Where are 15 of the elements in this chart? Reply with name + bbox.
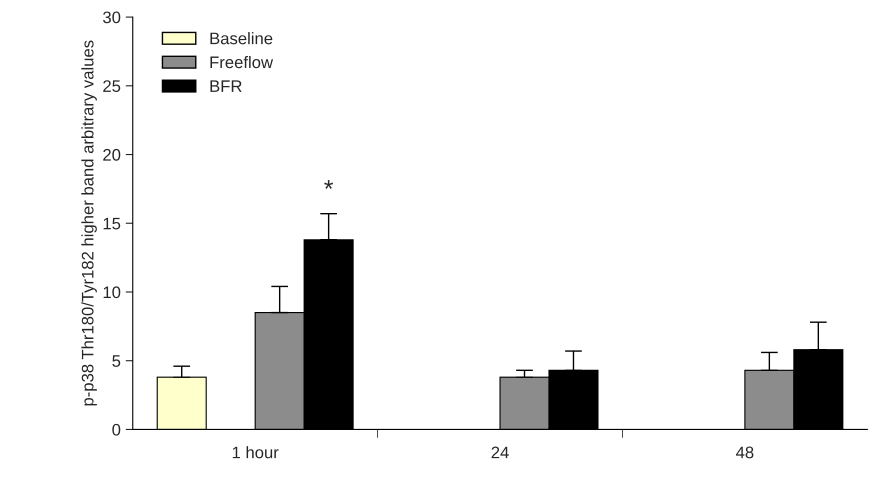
x-tick-label: 1 hour bbox=[232, 446, 279, 458]
x-tick-label: 48 bbox=[736, 446, 754, 458]
legend-label: BFR bbox=[210, 80, 242, 92]
x-tick-label: 24 bbox=[492, 446, 509, 458]
y-tick-label: 25 bbox=[103, 80, 120, 92]
y-axis-title: p-p38 Thr180/Tyr182 higher band arbitrary values bbox=[81, 40, 97, 406]
y-tick-label: 10 bbox=[104, 286, 120, 298]
annotation: * bbox=[324, 180, 334, 189]
y-tick-label: 5 bbox=[112, 355, 120, 367]
legend-label: Baseline bbox=[210, 32, 272, 44]
y-tick-label: 0 bbox=[112, 424, 120, 436]
legend-label: Freeflow bbox=[210, 56, 274, 68]
y-tick-label: 30 bbox=[103, 11, 120, 24]
y-tick-label: 20 bbox=[103, 148, 120, 161]
y-tick-label: 15 bbox=[104, 218, 120, 230]
